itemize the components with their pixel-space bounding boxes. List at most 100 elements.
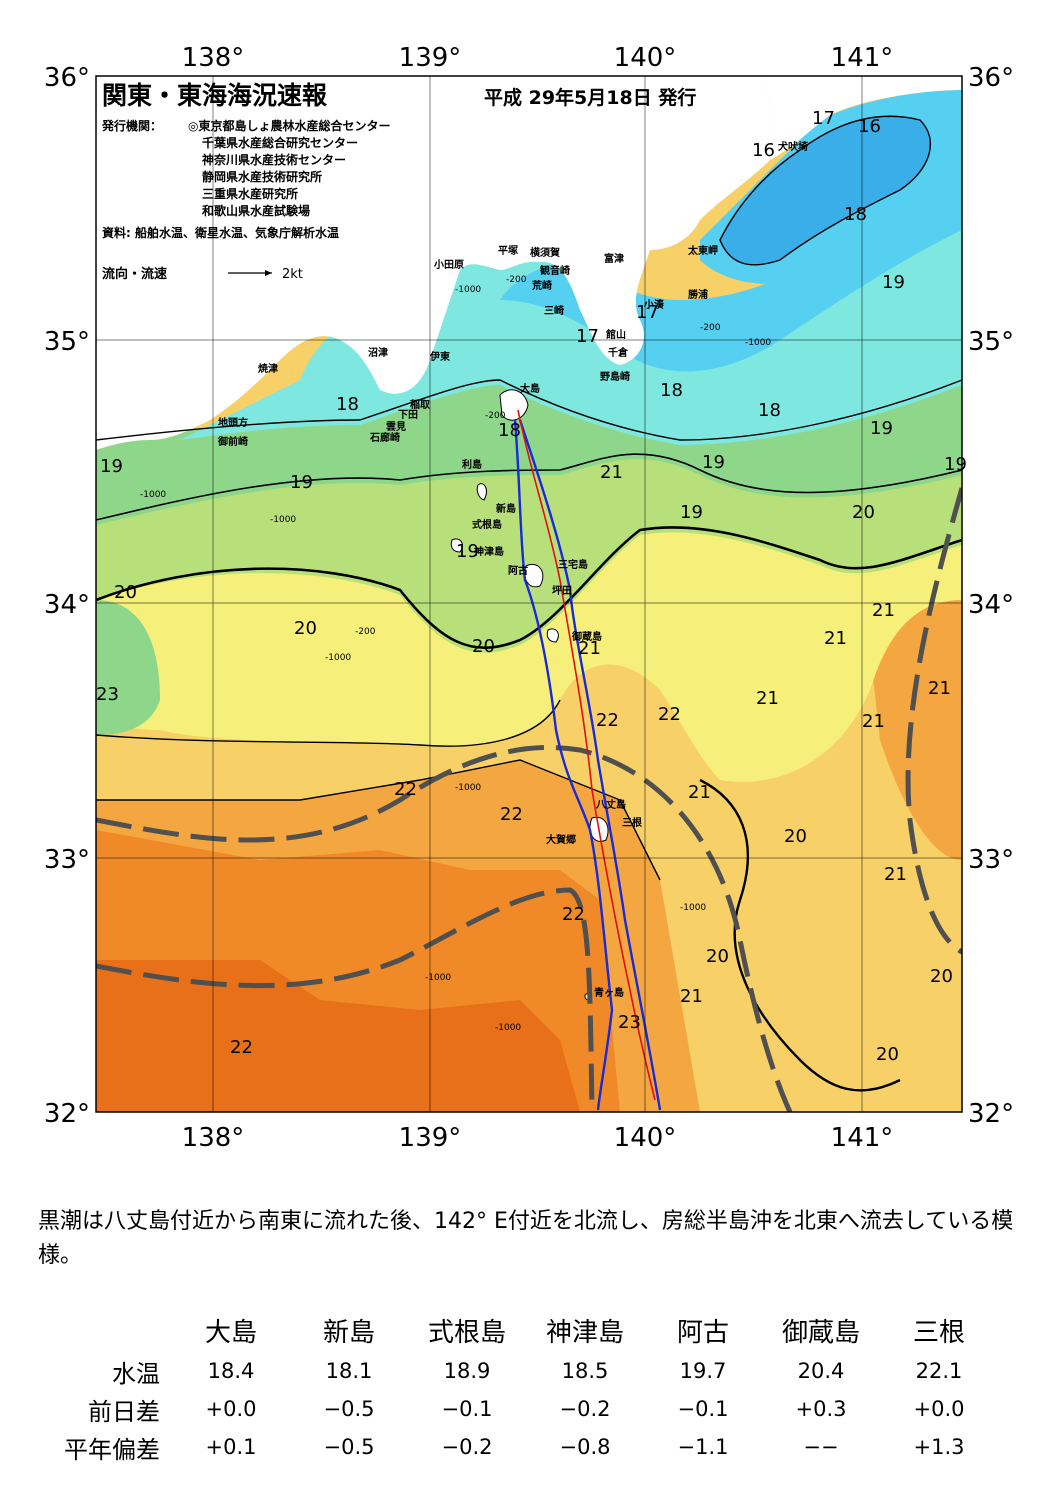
issuer-label: 発行機関： (101, 118, 162, 133)
lat-label: 35° (968, 327, 1014, 357)
isotherm-label: 18 (336, 394, 359, 415)
isotherm-label: 23 (618, 1012, 641, 1033)
table-cell: −1.1 (677, 1435, 729, 1459)
place-name: 神津島 (474, 545, 504, 558)
place-name: 大島 (520, 382, 540, 395)
isotherm-label: 19 (870, 418, 893, 439)
issue-date: 平成 29年5月18日 発行 (484, 86, 696, 109)
isotherm-label: 18 (498, 420, 521, 441)
lat-label: 34° (968, 590, 1014, 620)
isotherm-label: 21 (824, 628, 847, 649)
depth-label: -1000 (325, 653, 351, 663)
place-name: 伊東 (429, 350, 450, 363)
isotherm-label: 22 (230, 1037, 253, 1058)
isotherm-label: 17 (576, 326, 599, 347)
place-name: 野島崎 (600, 370, 630, 383)
isotherm-labels: 16 16 17 17 17 18 18 18 18 18 19 19 19 19 19 19 19 19 20 20… (96, 108, 967, 1065)
table-cell: 18.9 (443, 1359, 491, 1383)
place-name: 式根島 (472, 518, 502, 531)
isotherm-label: 20 (930, 966, 953, 987)
isotherm-label: 22 (596, 710, 619, 731)
table-cell: −0.1 (441, 1397, 493, 1421)
table-cell: 19.7 (679, 1359, 727, 1383)
place-name: 稲取 (410, 398, 431, 411)
isotherm-label: 19 (944, 454, 967, 475)
table-cell: −0.8 (559, 1435, 611, 1459)
lat-label: 35° (44, 327, 90, 357)
place-name: 三崎 (544, 304, 564, 317)
sea-temperature-map: 138° 139° 140° 141° 138° 139° 140° 141° … (44, 43, 1014, 1153)
place-name: 新島 (496, 502, 516, 515)
place-name: 御前崎 (217, 435, 248, 448)
summary-text: 黒潮は八丈島付近から南東に流れた後、142° E付近を北流し、房総半島沖を北東へ… (38, 1209, 1014, 1268)
lon-label: 139° (399, 43, 462, 73)
isotherm-label: 20 (294, 618, 317, 639)
isotherm-label: 20 (784, 826, 807, 847)
isotherm-label: 21 (862, 711, 885, 732)
lat-label: 32° (44, 1099, 90, 1129)
table-cell: −− (803, 1435, 839, 1459)
issuer: 三重県水産研究所 (202, 186, 298, 201)
depth-label: -1000 (455, 285, 481, 295)
isotherm-label: 22 (500, 804, 523, 825)
isotherm-label: 19 (456, 541, 479, 562)
place-name: 三根 (622, 816, 642, 829)
isotherm-label: 17 (636, 302, 659, 323)
table-cell: −0.2 (559, 1397, 611, 1421)
place-name: 館山 (605, 328, 626, 341)
depth-label: -1000 (745, 338, 771, 348)
isotherm-label: 22 (658, 704, 681, 725)
station-header: 神津島 (545, 1317, 624, 1348)
table-cell: 18.1 (325, 1359, 373, 1383)
table-row: 前日差 +0.0 −0.5 −0.1 −0.2 −0.1 +0.3 +0.0 (30, 1390, 998, 1428)
place-name: 小湊 (643, 298, 665, 311)
observation-routes (513, 409, 662, 1111)
table-cell: −0.5 (323, 1435, 375, 1459)
row-label: 前日差 (88, 1397, 160, 1426)
isotherm-label: 22 (562, 904, 585, 925)
depth-label: -1000 (455, 783, 481, 793)
isotherm-label: 19 (680, 502, 703, 523)
isotherm-label: 20 (114, 582, 137, 603)
table-cell: 18.4 (207, 1359, 255, 1383)
isotherm-label: 20 (876, 1044, 899, 1065)
isotherm-label: 21 (884, 864, 907, 885)
depth-label: -1000 (270, 515, 296, 525)
isotherm-label: 20 (852, 502, 875, 523)
depth-label: -1000 (680, 903, 706, 913)
place-name: 三宅島 (558, 558, 588, 571)
table-row: 水温 18.4 18.1 18.9 18.5 19.7 20.4 22.1 (30, 1352, 998, 1390)
place-name: 富津 (604, 252, 624, 265)
station-header: 三根 (912, 1317, 965, 1348)
place-name: 石廊崎 (369, 431, 400, 444)
place-name: 雲見 (386, 421, 406, 433)
isotherm-label: 17 (812, 108, 835, 129)
place-name: 青ヶ島 (594, 986, 624, 999)
depth-label: -1000 (495, 1023, 521, 1033)
station-stats-table: 大島 新島 式根島 神津島 阿古 御蔵島 三根 水温 18.4 18.1 18.… (30, 1308, 998, 1466)
isotherm-label: 18 (660, 380, 683, 401)
place-name: 利島 (462, 458, 482, 471)
isotherm-label: 23 (96, 684, 119, 705)
isotherm-label: 16 (858, 116, 881, 137)
table-cell: −0.2 (441, 1435, 493, 1459)
lon-label: 140° (614, 1123, 677, 1153)
place-name: 荒崎 (531, 279, 552, 292)
lon-label: 139° (399, 1123, 462, 1153)
table-cell: −0.1 (677, 1397, 729, 1421)
place-name: 平塚 (498, 244, 518, 257)
row-label: 平年偏差 (64, 1435, 160, 1464)
table-cell: +0.1 (205, 1435, 257, 1459)
station-header: 大島 (204, 1317, 257, 1348)
place-name: 勝浦 (688, 288, 708, 301)
table-row: 平年偏差 +0.1 −0.5 −0.2 −0.8 −1.1 −− +1.3 (30, 1428, 998, 1466)
isotherm-label: 21 (578, 638, 601, 659)
table-cell: +0.0 (205, 1397, 257, 1421)
map-header: 関東・東海海況速報 平成 29年5月18日 発行 発行機関： ◎東京都島しょ農林… (101, 81, 696, 282)
table-cell: +0.0 (913, 1397, 965, 1421)
lat-label: 32° (968, 1099, 1014, 1129)
data-source: 資料: 船舶水温、衛星水温、気象庁解析水温 (102, 225, 339, 240)
place-name: 大賀郷 (546, 833, 576, 846)
isotherm-label: 19 (100, 456, 123, 477)
isotherm-label: 19 (882, 272, 905, 293)
